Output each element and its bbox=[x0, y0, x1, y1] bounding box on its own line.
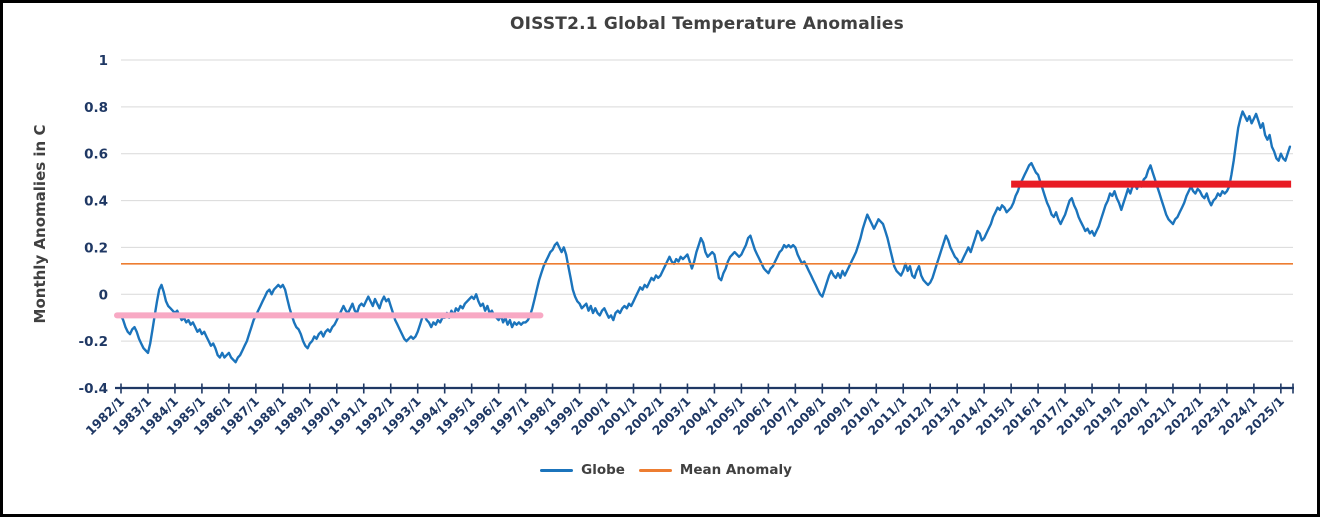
plot-area: 10.80.60.40.20-0.2-0.41982/11983/11984/1… bbox=[78, 53, 1294, 438]
legend-item-globe: Globe bbox=[540, 462, 625, 478]
legend-label-mean-anomaly: Mean Anomaly bbox=[679, 462, 792, 478]
y-tick-label: 0.4 bbox=[84, 194, 108, 210]
mean-anomaly-line-swatch bbox=[638, 468, 672, 472]
globe-series-line bbox=[119, 110, 1292, 364]
legend: Globe Mean Anomaly bbox=[121, 462, 1211, 478]
y-tick-label: -0.4 bbox=[78, 381, 108, 397]
globe-line-swatch bbox=[540, 468, 574, 472]
legend-label-globe: Globe bbox=[581, 462, 625, 478]
y-tick-label: -0.2 bbox=[78, 334, 108, 350]
legend-item-mean-anomaly: Mean Anomaly bbox=[638, 462, 792, 478]
y-tick-label: 1 bbox=[99, 53, 108, 69]
y-tick-label: 0 bbox=[99, 287, 108, 303]
y-tick-label: 0.8 bbox=[84, 100, 108, 116]
y-tick-label: 0.2 bbox=[84, 240, 108, 256]
chart-title: OISST2.1 Global Temperature Anomalies bbox=[509, 14, 904, 34]
y-tick-label: 0.6 bbox=[84, 147, 108, 163]
